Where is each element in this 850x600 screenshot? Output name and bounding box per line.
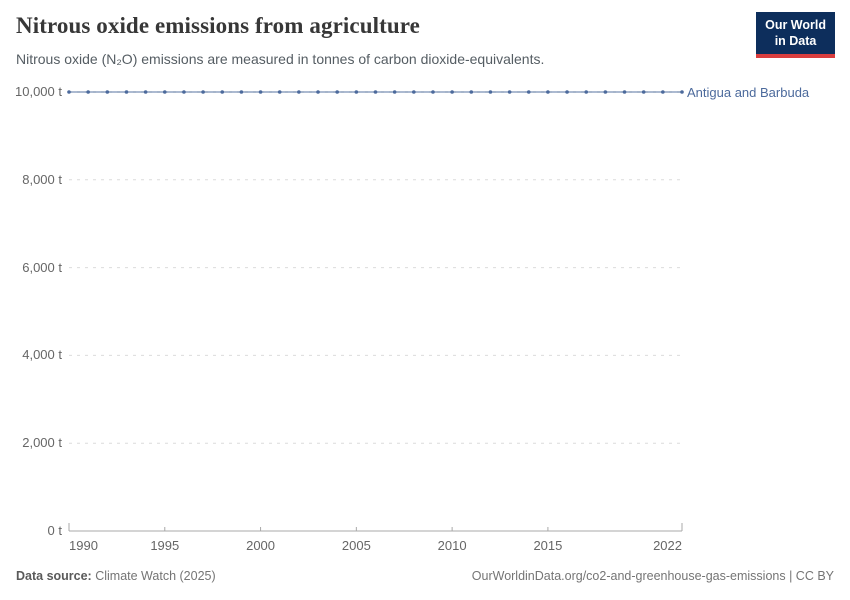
data-point[interactable] bbox=[469, 90, 474, 94]
data-point[interactable] bbox=[354, 90, 359, 94]
data-source-value: Climate Watch (2025) bbox=[95, 569, 216, 583]
data-point[interactable] bbox=[661, 90, 665, 94]
data-source-label: Data source: bbox=[16, 569, 92, 583]
data-point[interactable] bbox=[86, 90, 90, 94]
owid-logo-line2: in Data bbox=[774, 34, 817, 49]
data-point[interactable] bbox=[143, 90, 148, 94]
data-point[interactable] bbox=[335, 90, 339, 94]
data-point[interactable] bbox=[680, 90, 684, 94]
data-point[interactable] bbox=[297, 90, 301, 94]
chart-title: Nitrous oxide emissions from agriculture bbox=[16, 13, 420, 38]
data-point[interactable] bbox=[258, 90, 263, 94]
data-point[interactable] bbox=[431, 90, 435, 94]
data-point[interactable] bbox=[316, 90, 320, 94]
owid-logo-line1: Our World bbox=[765, 18, 826, 32]
data-point[interactable] bbox=[124, 90, 129, 94]
data-point[interactable] bbox=[201, 90, 205, 94]
data-point[interactable] bbox=[392, 90, 397, 94]
data-point[interactable] bbox=[488, 90, 493, 94]
data-point[interactable] bbox=[450, 90, 454, 94]
data-point[interactable] bbox=[373, 90, 378, 94]
data-point[interactable] bbox=[67, 90, 71, 94]
data-point[interactable] bbox=[182, 90, 186, 94]
data-point[interactable] bbox=[412, 90, 416, 94]
data-point[interactable] bbox=[526, 90, 531, 94]
data-point[interactable] bbox=[162, 90, 167, 94]
series-label-antigua-and-barbuda[interactable]: Antigua and Barbuda bbox=[687, 85, 810, 100]
data-point[interactable] bbox=[641, 90, 646, 94]
data-point[interactable] bbox=[546, 90, 550, 94]
data-source[interactable]: Data source: Climate Watch (2025) bbox=[16, 569, 216, 583]
data-point[interactable] bbox=[105, 90, 110, 94]
data-point[interactable] bbox=[565, 90, 569, 94]
data-point[interactable] bbox=[584, 90, 589, 94]
data-point[interactable] bbox=[277, 90, 282, 94]
footer-citation-link[interactable]: OurWorldinData.org/co2-and-greenhouse-ga… bbox=[471, 569, 834, 583]
data-point[interactable] bbox=[239, 90, 244, 94]
chart-subtitle: Nitrous oxide (N₂O) emissions are measur… bbox=[16, 51, 545, 67]
data-point[interactable] bbox=[622, 90, 627, 94]
owid-logo[interactable]: Our World in Data bbox=[756, 12, 835, 58]
data-point[interactable] bbox=[220, 90, 225, 94]
data-point[interactable] bbox=[507, 90, 512, 94]
data-point[interactable] bbox=[603, 90, 608, 94]
